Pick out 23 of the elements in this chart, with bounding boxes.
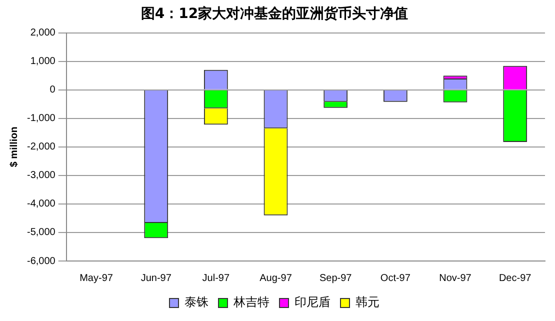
y-tick-label: 0 <box>50 84 56 96</box>
legend-label: 韩元 <box>356 295 380 310</box>
x-tick-label: Aug-97 <box>260 272 292 284</box>
legend-label: 印尼盾 <box>294 295 330 310</box>
legend-label: 林吉特 <box>232 295 270 310</box>
x-tick-label: Oct-97 <box>380 272 411 284</box>
y-tick-label: -3,000 <box>26 170 56 182</box>
y-axis-title: $ million <box>8 126 20 168</box>
legend-label: 泰铢 <box>184 295 208 310</box>
y-tick-label: -5,000 <box>26 227 56 238</box>
y-tick-label: 1,000 <box>30 56 56 68</box>
y-tick-label: 2,000 <box>30 28 56 39</box>
chart-title: 图4：12家大对冲基金的亚洲货币头寸净值 <box>140 5 408 22</box>
x-tick-label: Jun-97 <box>140 272 172 284</box>
y-tick-label: -1,000 <box>26 113 56 124</box>
x-tick-label: Sep-97 <box>319 272 352 284</box>
x-tick-label: Jul-97 <box>202 272 230 284</box>
y-tick-label: -4,000 <box>26 198 56 210</box>
x-tick-label: Nov-97 <box>439 272 472 284</box>
x-tick-label: May-97 <box>80 272 114 284</box>
x-tick-label: Dec-97 <box>498 272 532 284</box>
y-tick-label: -6,000 <box>26 256 56 267</box>
y-tick-label: -2,000 <box>26 142 56 153</box>
